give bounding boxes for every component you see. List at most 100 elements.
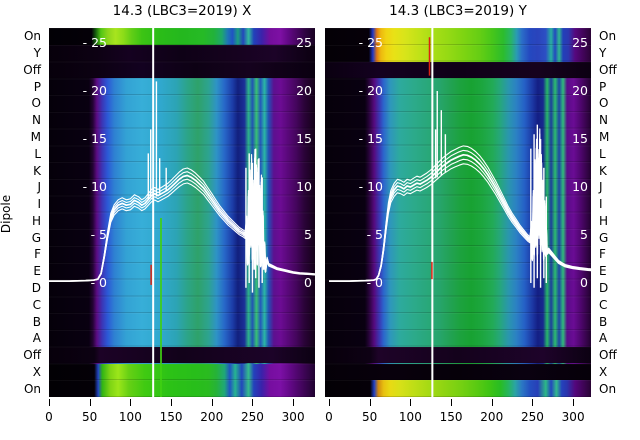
row-label-left-l-7: L bbox=[34, 146, 41, 161]
row-label-right-o-4: O bbox=[599, 96, 609, 111]
row-label-right-a-18: A bbox=[599, 331, 608, 346]
row-label-right-m-6: M bbox=[599, 130, 610, 145]
row-label-left-e-14: E bbox=[33, 264, 41, 279]
row-label-right-g-12: G bbox=[599, 230, 609, 245]
response-curve bbox=[49, 148, 315, 282]
x-tick-label-100: 100 bbox=[118, 410, 142, 424]
inner-ytick-right-15: 15 bbox=[572, 131, 588, 146]
x-tick-label-300: 300 bbox=[281, 410, 305, 424]
x-tick-mark bbox=[49, 399, 50, 406]
heatmap-body bbox=[49, 28, 315, 397]
row-label-left-g-12: G bbox=[31, 230, 41, 245]
curve-overlay bbox=[49, 28, 315, 397]
heatmap-strip-rows-on-y-top bbox=[325, 28, 591, 62]
x-tick-mark bbox=[573, 399, 575, 406]
inner-ytick-right-5: 5 bbox=[580, 227, 588, 242]
row-label-right-b-17: B bbox=[599, 314, 608, 329]
row-label-left-b-17: B bbox=[32, 314, 41, 329]
inner-ytick-left-0: - 0 bbox=[90, 275, 107, 290]
row-label-right-h-11: H bbox=[599, 213, 609, 228]
row-label-right-off-19: Off bbox=[599, 348, 617, 363]
row-label-left-c-16: C bbox=[32, 297, 41, 312]
row-label-right-i-10: I bbox=[599, 197, 603, 212]
row-label-left-off-2: Off bbox=[23, 62, 41, 77]
row-label-left-on-21: On bbox=[23, 381, 41, 396]
x-tick-label-150: 150 bbox=[439, 410, 463, 424]
left-panel-heatmap: - 25 25 - 20 20 - 15 15 - 10 10 - 5 5 - 0 0 bbox=[49, 28, 315, 397]
x-tick-mark bbox=[369, 399, 371, 406]
row-label-left-d-15: D bbox=[31, 280, 41, 295]
inner-ytick-left-20: - 20 bbox=[358, 83, 383, 98]
heatmap-strip-row-on-top bbox=[49, 28, 315, 45]
x-tick-label-0: 0 bbox=[325, 410, 333, 424]
inner-ytick-right-10: 10 bbox=[296, 179, 312, 194]
x-tick-mark bbox=[171, 399, 173, 406]
row-label-right-k-8: K bbox=[599, 163, 607, 178]
inner-ytick-right-25: 25 bbox=[572, 35, 588, 50]
row-label-right-e-14: E bbox=[599, 264, 607, 279]
row-label-right-on-21: On bbox=[599, 381, 617, 396]
response-curve bbox=[329, 128, 591, 282]
row-label-left-j-9: J bbox=[37, 180, 41, 195]
x-tick-mark bbox=[410, 399, 412, 406]
heatmap-strip-row-x-bot bbox=[325, 363, 591, 381]
x-tick-label-200: 200 bbox=[200, 410, 224, 424]
row-label-left-m-6: M bbox=[30, 130, 41, 145]
row-label-left-k-8: K bbox=[33, 163, 41, 178]
inner-ytick-right-10: 10 bbox=[572, 179, 588, 194]
inner-ytick-right-0: 0 bbox=[580, 275, 588, 290]
response-curve bbox=[329, 138, 591, 282]
heatmap-strip-rows-x-on-bot bbox=[49, 363, 315, 397]
right-panel-heatmap: - 25 25 - 20 20 - 15 15 - 10 10 - 5 5 - 0 0 bbox=[325, 28, 591, 397]
row-label-left-on-0: On bbox=[23, 29, 41, 44]
row-label-right-p-3: P bbox=[599, 79, 607, 94]
row-label-right-j-9: J bbox=[599, 180, 603, 195]
inner-ytick-left-15: - 15 bbox=[82, 131, 107, 146]
heatmap-strip-row-off-top bbox=[325, 61, 591, 79]
inner-ytick-right-0: 0 bbox=[304, 275, 312, 290]
x-tick-label-100: 100 bbox=[398, 410, 422, 424]
x-tick-label-50: 50 bbox=[362, 410, 378, 424]
heatmap-strip-row-off-bot bbox=[49, 346, 315, 364]
row-label-right-n-5: N bbox=[599, 113, 608, 128]
inner-ytick-right-20: 20 bbox=[296, 83, 312, 98]
x-tick-label-50: 50 bbox=[82, 410, 98, 424]
row-label-right-off-2: Off bbox=[599, 62, 617, 77]
x-tick-mark bbox=[211, 399, 213, 406]
x-tick-mark bbox=[89, 399, 91, 406]
inner-ytick-left-10: - 10 bbox=[358, 179, 383, 194]
inner-ytick-left-25: - 25 bbox=[358, 35, 383, 50]
inner-ytick-left-20: - 20 bbox=[82, 83, 107, 98]
x-tick-label-250: 250 bbox=[520, 410, 544, 424]
row-label-left-h-11: H bbox=[31, 213, 41, 228]
row-label-left-a-18: A bbox=[32, 331, 41, 346]
heatmap-strip-row-off-bot bbox=[325, 346, 591, 364]
row-label-right-c-16: C bbox=[599, 297, 608, 312]
x-tick-label-150: 150 bbox=[159, 410, 183, 424]
x-tick-mark bbox=[491, 399, 493, 406]
response-curve bbox=[329, 133, 591, 282]
inner-ytick-left-5: - 5 bbox=[366, 227, 383, 242]
inner-ytick-right-25: 25 bbox=[296, 35, 312, 50]
x-tick-label-300: 300 bbox=[561, 410, 585, 424]
row-label-right-on-0: On bbox=[599, 29, 617, 44]
curve-overlay bbox=[329, 28, 591, 397]
inner-ytick-right-5: 5 bbox=[304, 227, 312, 242]
x-tick-mark bbox=[532, 399, 534, 406]
x-tick-label-250: 250 bbox=[240, 410, 264, 424]
inner-ytick-right-20: 20 bbox=[572, 83, 588, 98]
x-tick-mark bbox=[451, 399, 453, 406]
row-label-right-y-1: Y bbox=[599, 46, 607, 61]
heatmap-strip-row-on-bot bbox=[325, 380, 591, 397]
heatmap-strip-row-off-top bbox=[49, 61, 315, 79]
row-label-left-y-1: Y bbox=[33, 46, 41, 61]
inner-ytick-left-5: - 5 bbox=[90, 227, 107, 242]
inner-ytick-left-10: - 10 bbox=[82, 179, 107, 194]
right-panel-title: 14.3 (LBC3=2019) Y bbox=[389, 3, 527, 19]
response-curve bbox=[329, 148, 591, 282]
response-curve bbox=[329, 143, 591, 282]
response-curve bbox=[49, 153, 315, 282]
row-label-left-o-4: O bbox=[31, 96, 41, 111]
inner-ytick-left-25: - 25 bbox=[82, 35, 107, 50]
